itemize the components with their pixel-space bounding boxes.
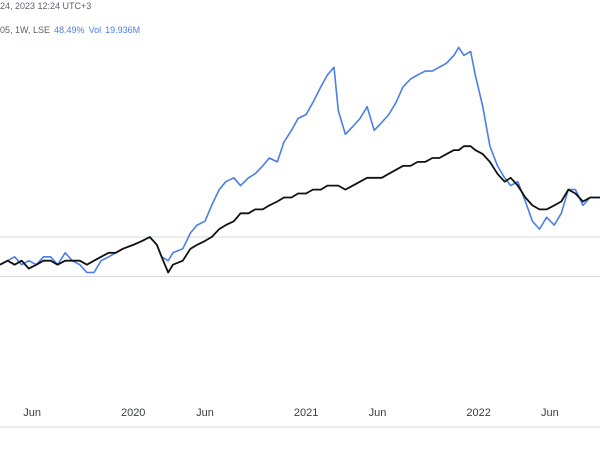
- x-tick-label: 2020: [121, 407, 145, 419]
- change-percent: 48.49%: [54, 25, 85, 35]
- x-tick-label: 2022: [466, 407, 490, 419]
- chart-header-legend: 05, 1W, LSE 48.49% Vol 19.936M: [0, 25, 140, 35]
- x-tick-label: Jun: [196, 407, 214, 419]
- series-line-1: [0, 145, 600, 274]
- volume-value: 19.936M: [105, 25, 141, 35]
- x-axis: Jun 2020 Jun 2021 Jun 2022 Jun: [0, 407, 600, 428]
- series-layer: [0, 46, 600, 274]
- chart-header-timestamp: 24, 2023 12:24 UTC+3: [0, 1, 92, 11]
- x-tick-label: Jun: [369, 407, 387, 419]
- series-line-0: [0, 46, 600, 274]
- symbol-info: 05, 1W, LSE: [0, 25, 51, 35]
- x-tick-label: 2021: [294, 407, 318, 419]
- gridlines: [0, 236, 600, 277]
- volume-label: Vol: [88, 25, 102, 35]
- x-tick-label: Jun: [23, 407, 41, 419]
- x-tick-label: Jun: [541, 407, 559, 419]
